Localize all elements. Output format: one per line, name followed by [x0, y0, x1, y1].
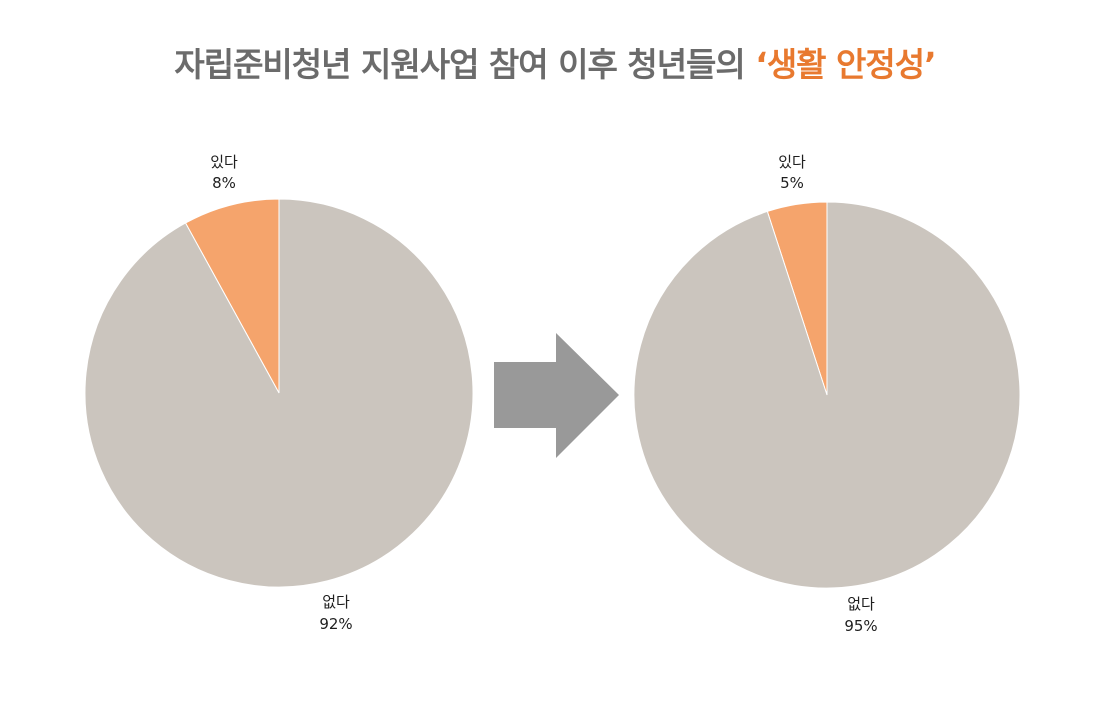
pie-chart-after: 있다 5% 없다 95%: [633, 153, 1021, 635]
chart-title: 자립준비청년 지원사업 참여 이후 청년들의 ‘생활 안정성’: [0, 38, 1110, 86]
pie-slice-no: [84, 198, 474, 588]
pie-chart-before: 있다 8% 없다 92%: [84, 153, 474, 633]
title-main: 자립준비청년 지원사업 참여 이후 청년들의: [174, 45, 745, 84]
slice-value-yes: 5%: [780, 174, 804, 192]
title-highlight: ‘생활 안정성’: [755, 45, 936, 84]
slice-label-no: 없다: [322, 593, 350, 611]
slice-label-yes: 있다: [778, 153, 806, 171]
slice-value-yes: 8%: [212, 174, 236, 192]
pie-slice-no: [633, 201, 1021, 589]
slice-value-no: 92%: [319, 615, 352, 633]
slice-value-no: 95%: [844, 617, 877, 635]
right-arrow-icon: [494, 333, 619, 458]
slice-label-yes: 있다: [210, 153, 238, 171]
pie-slice-yes: [184, 198, 280, 394]
slice-label-no: 없다: [847, 595, 875, 613]
